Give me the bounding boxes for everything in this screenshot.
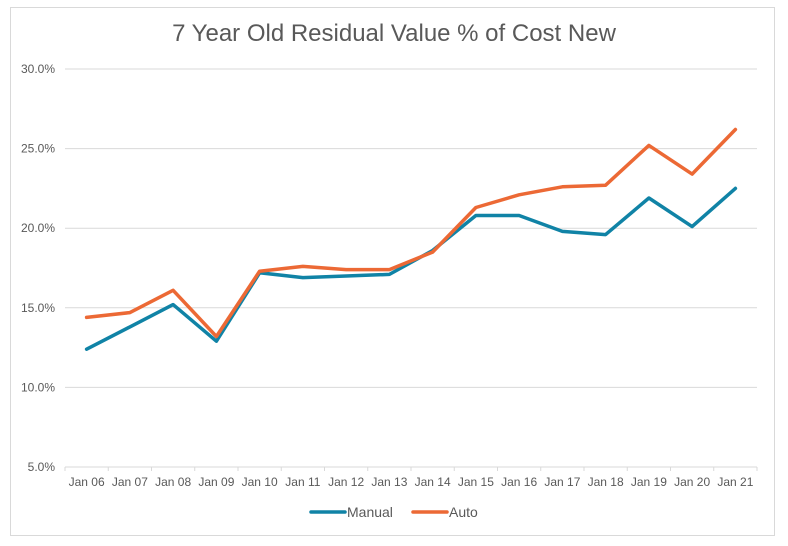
chart-title: 7 Year Old Residual Value % of Cost New (172, 20, 616, 47)
x-tick-label: Jan 06 (69, 475, 105, 489)
legend-label: Manual (347, 504, 393, 520)
legend-item-auto: Auto (411, 504, 478, 520)
gridlines (65, 68, 757, 388)
x-tick-label: Jan 20 (674, 475, 710, 489)
x-tick-label: Jan 21 (717, 475, 753, 489)
x-tick-label: Jan 07 (112, 475, 148, 489)
x-tick-label: Jan 13 (371, 475, 407, 489)
y-tick-label: 20.0% (21, 221, 55, 235)
x-tick-label: Jan 12 (328, 475, 364, 489)
series-line-auto (84, 127, 738, 339)
x-tick-label: Jan 19 (631, 475, 667, 489)
series-lines (84, 127, 738, 351)
legend-item-manual: Manual (309, 504, 393, 520)
x-tick-label: Jan 11 (285, 475, 320, 489)
x-axis (64, 466, 758, 471)
x-tick-label: Jan 17 (544, 475, 580, 489)
x-axis-ticks: Jan 06 Jan 07 Jan 08 Jan 09 Jan 10 Jan 11 Jan … (69, 475, 754, 489)
y-tick-label: 5.0% (28, 460, 56, 474)
x-tick-label: Jan 10 (242, 475, 278, 489)
y-tick-label: 30.0% (21, 62, 55, 76)
y-tick-label: 15.0% (21, 301, 55, 315)
y-tick-label: 25.0% (21, 142, 55, 156)
x-tick-label: Jan 08 (155, 475, 191, 489)
legend: Manual Auto (309, 504, 478, 520)
legend-label: Auto (449, 504, 478, 520)
series-line-manual (84, 186, 738, 351)
y-tick-label: 10.0% (21, 380, 55, 394)
x-tick-label: Jan 16 (501, 475, 537, 489)
y-axis-ticks: 5.0% 10.0% 15.0% 20.0% 25.0% 30.0% (21, 62, 55, 474)
x-tick-label: Jan 15 (458, 475, 494, 489)
x-tick-label: Jan 09 (198, 475, 234, 489)
x-tick-label: Jan 18 (588, 475, 624, 489)
x-tick-label: Jan 14 (415, 475, 451, 489)
